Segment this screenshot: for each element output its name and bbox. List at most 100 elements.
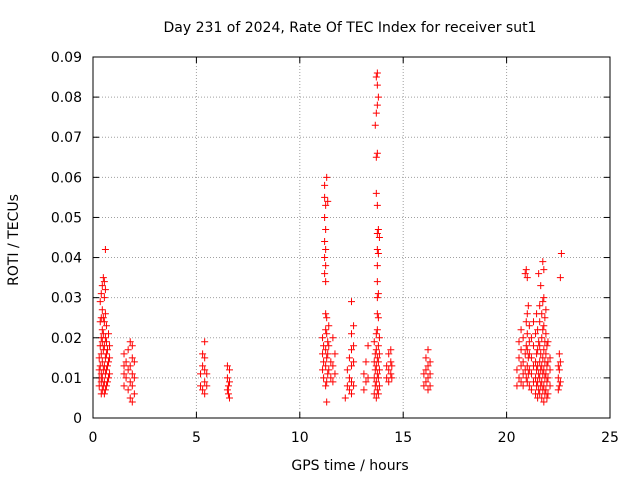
data-point: [544, 374, 552, 382]
data-point: [321, 238, 329, 246]
data-points: [95, 69, 565, 406]
data-point: [320, 374, 328, 382]
data-point: [517, 378, 525, 386]
data-point: [372, 109, 380, 117]
data-point: [201, 390, 209, 398]
data-point: [523, 378, 531, 386]
data-point: [373, 370, 381, 378]
data-point: [321, 193, 329, 201]
data-point: [539, 326, 547, 334]
data-point: [373, 294, 381, 302]
data-point: [324, 197, 332, 205]
data-point: [360, 386, 368, 394]
data-point: [538, 310, 546, 318]
data-point: [322, 262, 330, 270]
data-point: [527, 386, 535, 394]
axis-ticks: [92, 56, 611, 419]
data-point: [515, 374, 523, 382]
data-point: [554, 374, 562, 382]
data-point: [543, 378, 551, 386]
data-point: [101, 310, 109, 318]
data-point: [538, 334, 546, 342]
data-point: [555, 366, 563, 374]
data-point: [103, 378, 111, 386]
data-point: [345, 374, 353, 382]
data-point: [197, 382, 205, 390]
data-point: [525, 322, 533, 330]
data-point: [130, 358, 138, 366]
data-point: [372, 362, 380, 370]
data-point: [124, 366, 132, 374]
data-point: [375, 350, 383, 358]
data-point: [372, 153, 380, 161]
data-point: [101, 286, 109, 294]
data-point: [375, 366, 383, 374]
data-point: [375, 382, 383, 390]
data-point: [371, 121, 379, 129]
data-point: [375, 234, 383, 241]
data-point: [122, 374, 130, 382]
data-point: [543, 362, 551, 370]
data-point: [546, 366, 554, 374]
plot-frame: [92, 56, 611, 419]
data-point: [325, 322, 333, 330]
data-point: [536, 318, 544, 326]
data-point: [515, 354, 523, 362]
data-point: [103, 362, 111, 370]
data-point: [120, 370, 128, 378]
x-tick-label: 5: [192, 430, 201, 446]
data-point: [542, 330, 550, 338]
data-point: [319, 366, 327, 374]
data-point: [540, 294, 548, 302]
data-point: [223, 386, 231, 394]
data-point: [350, 358, 358, 366]
data-point: [105, 374, 113, 382]
data-point: [341, 394, 349, 402]
data-point: [373, 149, 381, 157]
data-point: [105, 358, 113, 366]
data-point: [373, 229, 381, 237]
data-point: [532, 330, 540, 338]
data-point: [556, 358, 564, 366]
data-point: [322, 326, 330, 334]
data-point: [375, 334, 383, 342]
data-point: [540, 398, 548, 406]
y-tick-label: 0: [73, 411, 82, 427]
data-point: [322, 246, 330, 254]
data-point: [373, 310, 381, 318]
data-point: [426, 370, 434, 378]
data-point: [546, 354, 554, 362]
data-point: [223, 374, 231, 382]
data-point: [323, 330, 331, 338]
data-point: [540, 366, 548, 374]
data-point: [523, 330, 531, 338]
data-point: [523, 362, 531, 370]
data-point: [319, 334, 327, 342]
y-axis-label: ROTI / TECUs: [6, 194, 22, 286]
data-point: [323, 378, 331, 386]
data-point: [385, 350, 393, 358]
data-point: [374, 374, 382, 382]
data-point: [350, 322, 358, 330]
data-point: [322, 225, 330, 233]
x-tick-label: 10: [291, 430, 309, 446]
data-point: [426, 358, 434, 366]
data-point: [101, 386, 109, 394]
data-point: [517, 326, 525, 334]
data-point: [523, 346, 531, 354]
data-point: [542, 350, 550, 358]
data-point: [329, 334, 337, 342]
data-point: [556, 274, 564, 282]
data-point: [557, 250, 565, 258]
data-point: [373, 354, 381, 362]
data-point: [527, 370, 535, 378]
data-point: [130, 390, 138, 398]
data-point: [388, 374, 396, 382]
data-point: [124, 386, 132, 394]
data-point: [322, 278, 330, 286]
data-point: [348, 378, 355, 386]
data-point: [331, 370, 339, 378]
data-point: [539, 298, 547, 306]
data-point: [322, 346, 330, 354]
